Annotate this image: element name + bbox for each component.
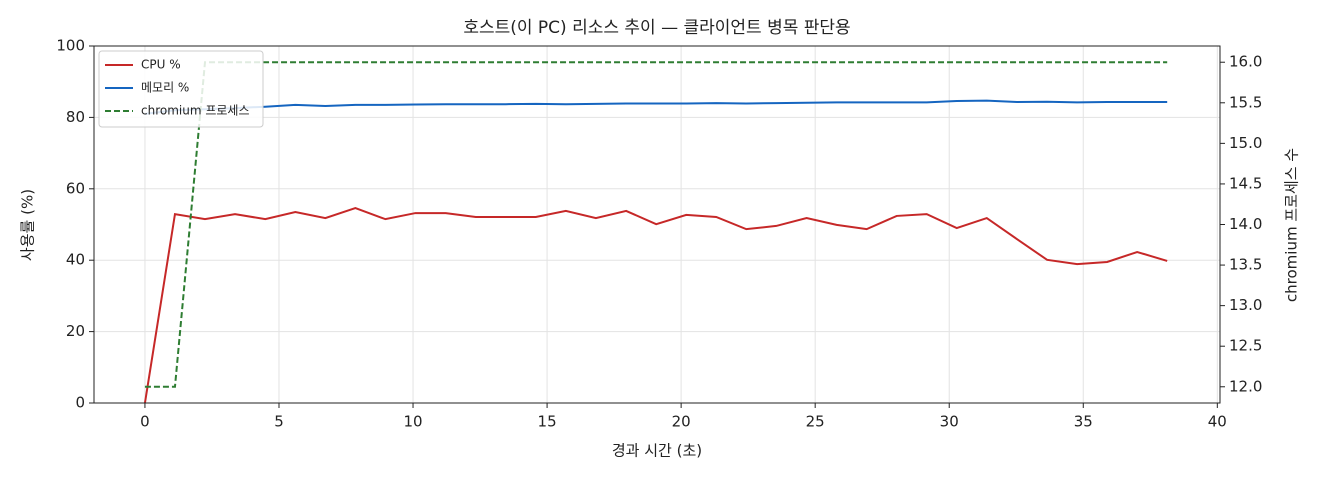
x-tick-label: 0 xyxy=(140,413,150,431)
y-axis-label: 사용률 (%) xyxy=(19,189,37,261)
legend: CPU % 메모리 % chromium 프로세스 xyxy=(98,50,264,128)
y2-tick-label: 13.0 xyxy=(1229,296,1262,314)
y-tick-label: 0 xyxy=(75,394,85,412)
legend-box xyxy=(98,50,264,128)
x-tick-label: 40 xyxy=(1208,413,1227,431)
y2-tick-label: 14.5 xyxy=(1229,174,1262,192)
y-tick-label: 60 xyxy=(66,179,85,197)
y2-tick-label: 12.0 xyxy=(1229,377,1262,395)
y2-tick-label: 16.0 xyxy=(1229,53,1262,71)
data-line xyxy=(144,99,1168,115)
chart-title: 호스트(이 PC) 리소스 추이 — 클라이언트 병목 판단용 xyxy=(463,18,850,38)
y2-tick-label: 15.5 xyxy=(1229,93,1262,111)
legend-label: 메모리 % xyxy=(141,81,189,95)
x-tick-label: 25 xyxy=(806,413,825,431)
x-tick-label: 30 xyxy=(940,413,959,431)
plot-frame xyxy=(93,45,1221,404)
y-tick-label: 40 xyxy=(66,251,85,269)
x-tick-label: 15 xyxy=(538,413,557,431)
x-tick-label: 5 xyxy=(274,413,284,431)
y-tick-label: 100 xyxy=(56,37,85,55)
y2-tick-label: 14.0 xyxy=(1229,215,1262,233)
y2-tick-label: 12.5 xyxy=(1229,337,1262,355)
y-tick-label: 80 xyxy=(66,108,85,126)
y2-tick-label: 13.5 xyxy=(1229,256,1262,274)
x-tick-label: 35 xyxy=(1074,413,1093,431)
x-axis-label: 경과 시간 (초) xyxy=(612,442,702,460)
y-tick-label: 20 xyxy=(66,322,85,340)
y2-tick-label: 15.0 xyxy=(1229,134,1262,152)
data-line xyxy=(143,207,1168,404)
x-tick-label: 20 xyxy=(672,413,691,431)
legend-label: CPU % xyxy=(141,58,181,72)
y2-axis-label: chromium 프로세스 수 xyxy=(1283,148,1301,302)
data-line xyxy=(144,61,1168,388)
legend-label: chromium 프로세스 xyxy=(141,104,250,118)
x-tick-label: 10 xyxy=(403,413,422,431)
